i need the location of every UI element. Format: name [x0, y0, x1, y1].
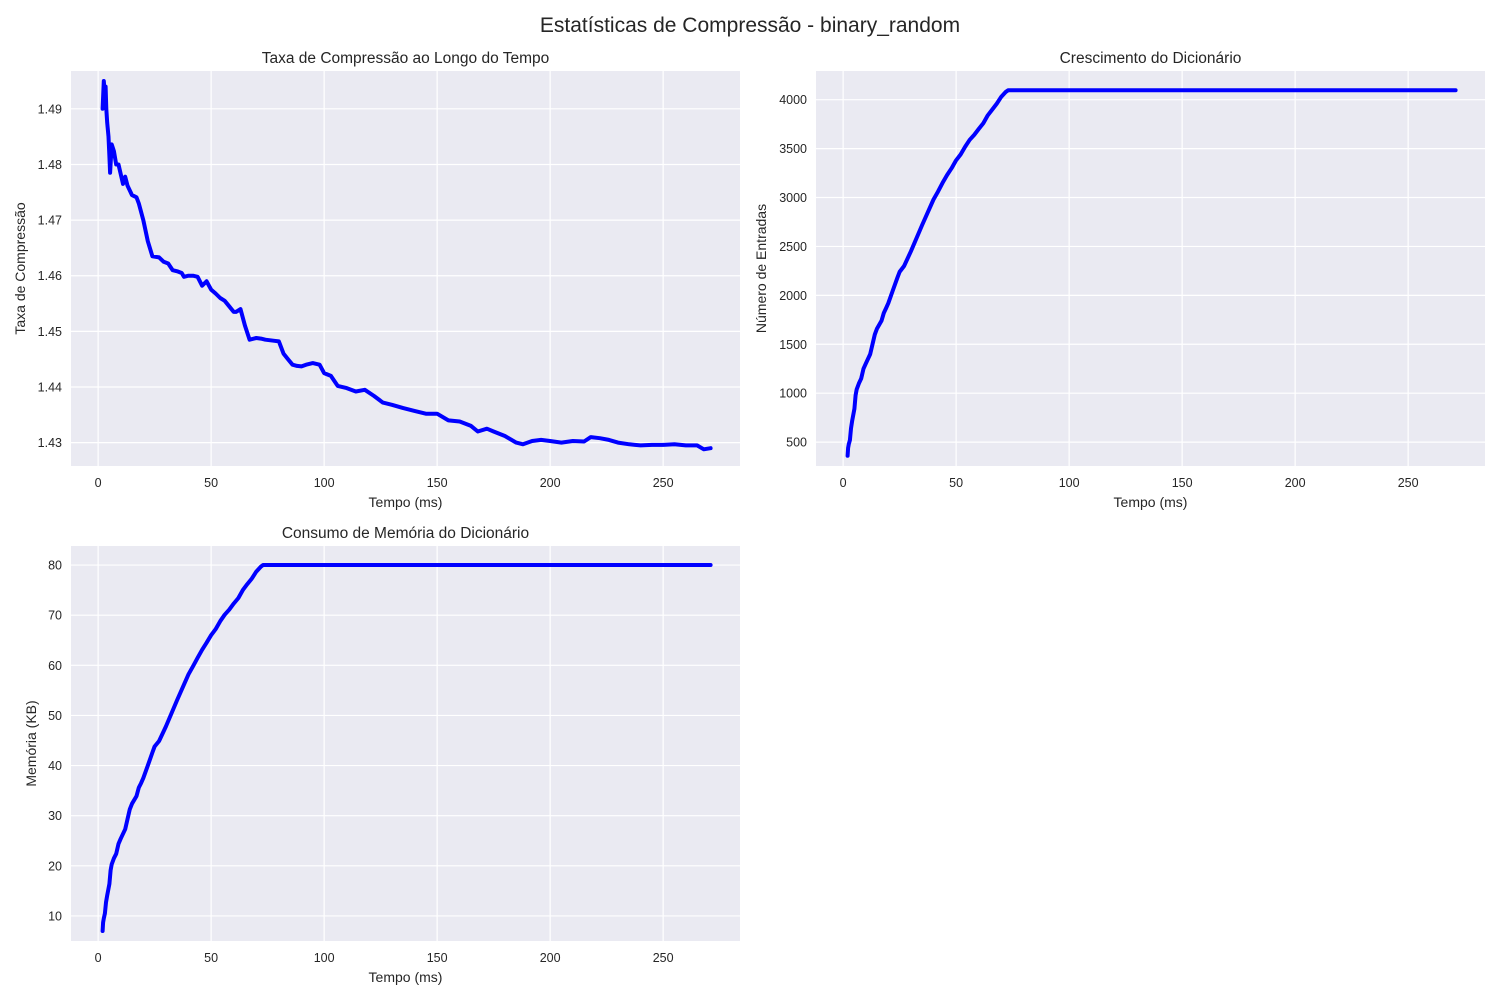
x-tick-label: 250	[653, 476, 674, 490]
y-tick-label: 2000	[779, 289, 807, 303]
y-axis-label: Taxa de Compressão	[12, 202, 28, 335]
y-tick-label: 2500	[779, 240, 807, 254]
x-tick-label: 200	[1285, 476, 1306, 490]
y-tick-label: 500	[786, 436, 807, 450]
plot-area	[71, 546, 740, 941]
y-tick-label: 30	[48, 809, 62, 823]
y-tick-label: 50	[48, 709, 62, 723]
figure-title: Estatísticas de Compressão - binary_rand…	[539, 14, 961, 37]
y-tick-label: 1000	[779, 387, 807, 401]
y-tick-label: 1.44	[38, 381, 62, 395]
x-tick-label: 50	[204, 476, 218, 490]
x-axis-label: Tempo (ms)	[369, 969, 443, 985]
series-line	[845, 88, 1458, 458]
y-tick-label: 1.49	[38, 102, 62, 116]
y-tick-label: 40	[48, 759, 62, 773]
y-tick-label: 1500	[779, 338, 807, 352]
y-tick-label: 80	[48, 559, 62, 573]
x-tick-label: 100	[314, 476, 335, 490]
x-tick-label: 100	[1059, 476, 1080, 490]
x-tick-label: 200	[540, 476, 561, 490]
x-tick-label: 150	[427, 476, 448, 490]
plot-area	[816, 71, 1485, 466]
series-line	[100, 79, 713, 452]
y-axis-label: Número de Entradas	[753, 204, 769, 333]
x-tick-label: 250	[1398, 476, 1419, 490]
subplot-dictionary-growth: 0 50 100 150 200 250 500 1000 1500 2000 2500 3000 35…	[753, 50, 1485, 510]
x-tick-label: 250	[653, 951, 674, 965]
y-tick-label: 60	[48, 659, 62, 673]
y-axis-label: Memória (KB)	[23, 700, 39, 786]
x-tick-label: 200	[540, 951, 561, 965]
x-tick-label: 0	[95, 951, 102, 965]
y-tick-label: 3500	[779, 142, 807, 156]
x-tick-label: 50	[949, 476, 963, 490]
x-tick-label: 0	[95, 476, 102, 490]
y-tick-label: 1.45	[38, 325, 62, 339]
x-tick-label: 150	[427, 951, 448, 965]
y-tick-label: 1.46	[38, 269, 62, 283]
subplot-title: Crescimento do Dicionário	[1060, 50, 1242, 67]
x-tick-label: 50	[204, 951, 218, 965]
y-tick-label: 3000	[779, 191, 807, 205]
subplot-title: Consumo de Memória do Dicionário	[282, 525, 529, 542]
y-tick-label: 1.43	[38, 436, 62, 450]
y-tick-label: 1.48	[38, 158, 62, 172]
subplot-compression-rate: 0 50 100 150 200 250 1.43 1.44 1.45 1.46 1.47 1.48 1…	[12, 50, 740, 510]
y-tick-label: 4000	[779, 93, 807, 107]
subplot-title: Taxa de Compressão ao Longo do Tempo	[262, 50, 550, 67]
subplot-dictionary-memory: 0 50 100 150 200 250 10 20 30 40 50 60 70 80 Consumo d…	[23, 525, 740, 985]
y-tick-label: 10	[48, 909, 62, 923]
x-axis-label: Tempo (ms)	[369, 494, 443, 510]
x-tick-label: 100	[314, 951, 335, 965]
y-tick-label: 70	[48, 609, 62, 623]
plot-area	[71, 71, 740, 466]
x-axis-label: Tempo (ms)	[1114, 494, 1188, 510]
y-tick-label: 1.47	[38, 214, 62, 228]
series-line	[100, 563, 713, 933]
y-tick-label: 20	[48, 859, 62, 873]
x-tick-label: 150	[1172, 476, 1193, 490]
x-tick-label: 0	[840, 476, 847, 490]
